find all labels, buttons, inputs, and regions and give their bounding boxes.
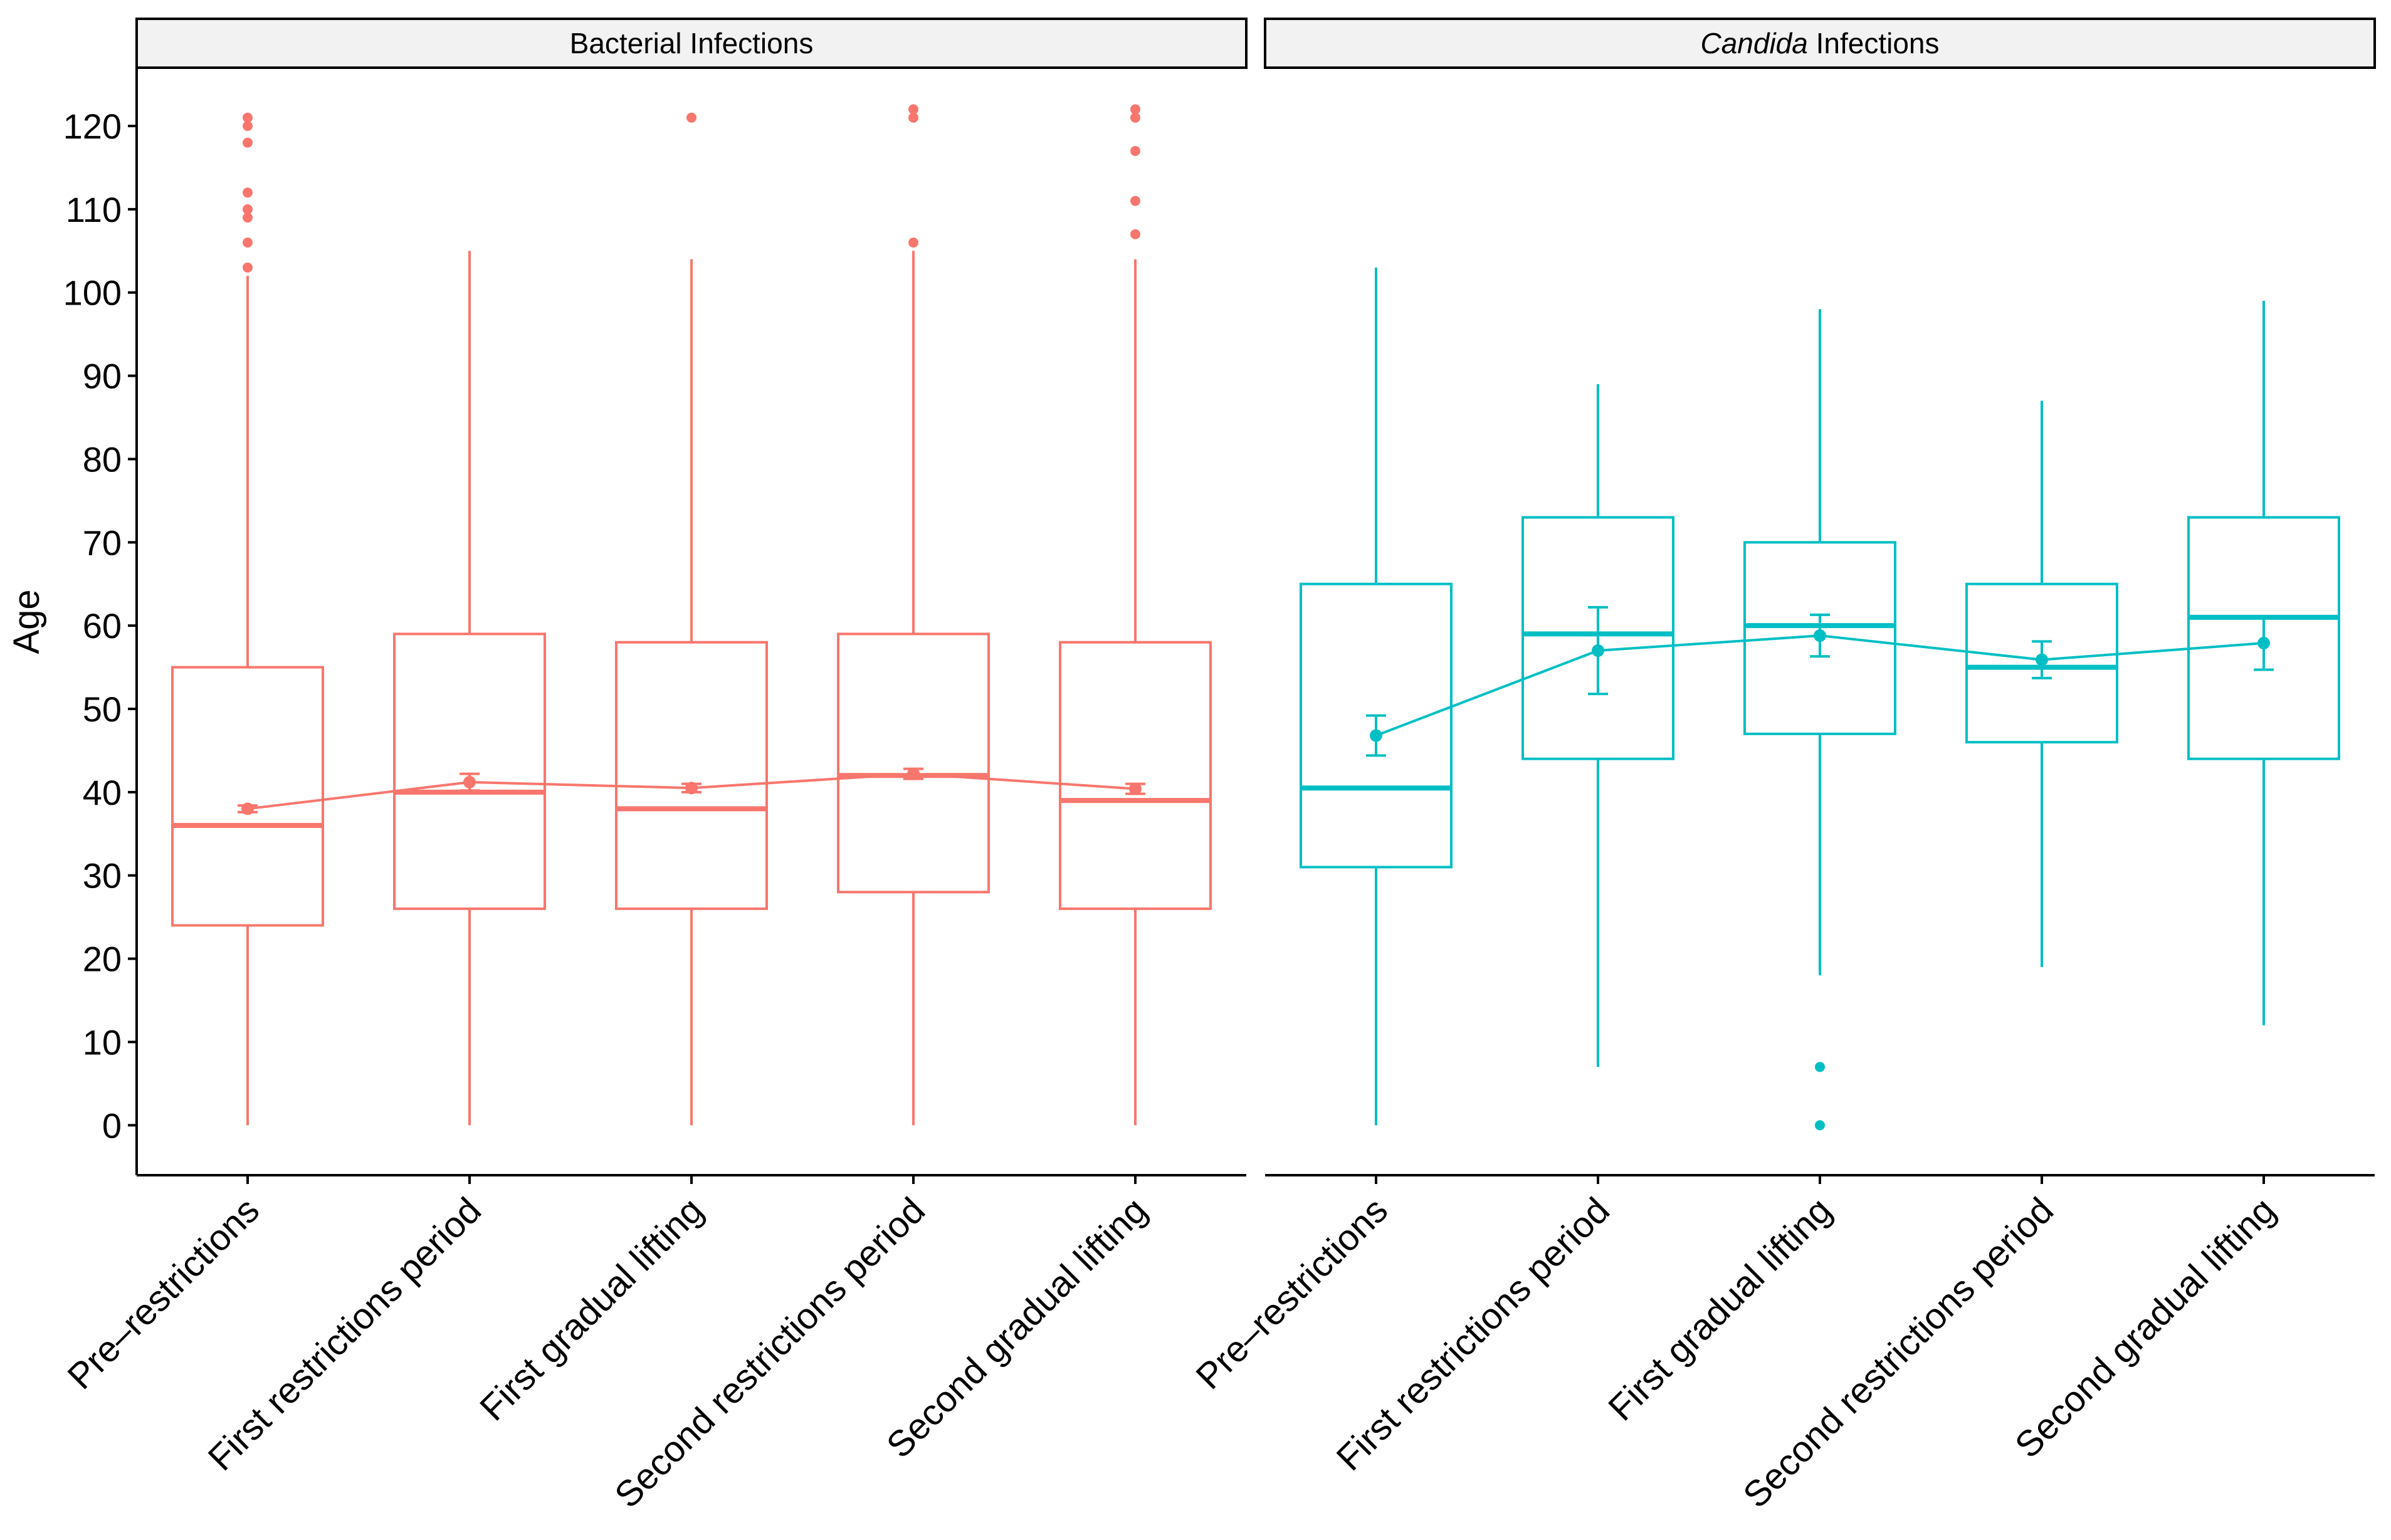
panel-title: Bacterial Infections (570, 27, 814, 60)
y-tick-label: 30 (83, 856, 122, 896)
box-group (1965, 401, 2118, 967)
outlier-point (1130, 112, 1140, 123)
mean-point (1129, 782, 1142, 795)
y-tick-label: 80 (83, 439, 122, 479)
x-tick-label: First gradual lifting (472, 1190, 711, 1428)
panel-2: Candida Infections Pre–restrictions First … (1188, 18, 2376, 1516)
y-tick-label: 70 (83, 523, 122, 562)
mean-point (2257, 637, 2270, 650)
y-tick-label: 40 (83, 773, 122, 812)
outlier-point (243, 137, 253, 148)
outlier-point (1130, 145, 1140, 156)
box-group (2187, 301, 2340, 1025)
y-tick-label: 20 (83, 940, 122, 979)
box-group (837, 104, 990, 1126)
outlier-point (908, 112, 918, 123)
mean-point (685, 782, 698, 795)
outlier-point (1130, 229, 1140, 239)
y-tick-label: 60 (83, 606, 122, 646)
outlier-point (243, 212, 253, 223)
y-tick-label: 0 (102, 1106, 122, 1145)
mean-point (1592, 644, 1604, 657)
box-group (1521, 384, 1674, 1067)
iqr-box (837, 632, 990, 894)
panel-title-part: Bacterial Infections (570, 27, 814, 60)
panel-title-part: Candida (1700, 27, 1807, 60)
iqr-box (171, 666, 324, 927)
y-tick-label: 90 (83, 357, 122, 396)
outlier-point (908, 238, 918, 248)
iqr-box (1521, 516, 1674, 760)
panel-title-part: Infections (1808, 27, 1940, 60)
iqr-box (1300, 582, 1453, 869)
iqr-box (393, 632, 546, 910)
y-axis-title: Age (6, 589, 47, 654)
outlier-point (1815, 1062, 1825, 1072)
outlier-point (1815, 1120, 1825, 1131)
outlier-point (243, 112, 253, 123)
y-tick-label: 10 (83, 1022, 122, 1062)
outlier-point (243, 121, 253, 131)
outlier-point (908, 104, 918, 115)
box-group (1059, 104, 1212, 1126)
mean-point (907, 767, 920, 780)
panel-title: Candida Infections (1700, 27, 1939, 60)
panel-strip (1264, 18, 2376, 69)
mean-point (1370, 729, 1382, 742)
panel-1: Bacterial Infections Pre–restrictions Firs… (60, 18, 1248, 1516)
y-tick-label: 110 (66, 190, 122, 229)
box-group (1300, 267, 1453, 1126)
box-group (171, 112, 324, 1126)
mean-point (1814, 629, 1826, 642)
outlier-point (686, 112, 696, 123)
mean-point (463, 775, 476, 788)
outlier-point (243, 204, 253, 214)
iqr-box (1059, 641, 1212, 910)
y-tick-label: 50 (83, 689, 122, 729)
mean-point (2036, 653, 2048, 666)
box-group (393, 251, 546, 1126)
panels-layer: Bacterial Infections Pre–restrictions Firs… (60, 18, 2376, 1516)
outlier-point (1130, 104, 1140, 115)
outlier-point (243, 238, 253, 248)
iqr-box (1743, 541, 1896, 735)
y-tick-label: 120 (63, 107, 122, 146)
x-tick-label: First gradual lifting (1600, 1190, 1839, 1428)
outlier-point (1130, 196, 1140, 206)
iqr-box (615, 641, 768, 910)
panel-strip (135, 18, 1248, 69)
y-tick-label: 100 (63, 273, 122, 313)
box-group (615, 112, 768, 1126)
y-axis: 0 10 20 30 40 50 60 70 80 90 100 110 120 (63, 68, 138, 1175)
x-tick-label: Pre–restrictions (60, 1190, 267, 1397)
mean-point (241, 802, 254, 815)
outlier-point (243, 187, 253, 198)
iqr-box (2187, 516, 2340, 760)
outlier-point (243, 262, 253, 273)
iqr-box (1965, 582, 2118, 744)
box-group (1743, 309, 1896, 1131)
x-tick-label: Pre–restrictions (1188, 1190, 1395, 1397)
